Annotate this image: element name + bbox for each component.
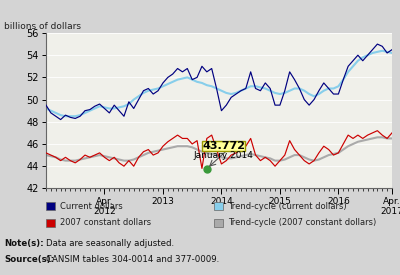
Text: CANSIM tables 304-0014 and 377-0009.: CANSIM tables 304-0014 and 377-0009. bbox=[46, 255, 219, 264]
Text: Note(s):: Note(s): bbox=[4, 239, 44, 248]
Text: 2007 constant dollars: 2007 constant dollars bbox=[60, 218, 151, 227]
Text: Current dollars: Current dollars bbox=[60, 202, 122, 211]
Text: billions of dollars: billions of dollars bbox=[4, 22, 81, 31]
Text: Trend-cycle (current dollars): Trend-cycle (current dollars) bbox=[228, 202, 346, 211]
Text: 43.772: 43.772 bbox=[202, 141, 245, 151]
Text: Data are seasonally adjusted.: Data are seasonally adjusted. bbox=[46, 239, 174, 248]
Text: Source(s):: Source(s): bbox=[4, 255, 54, 264]
Text: January 2014: January 2014 bbox=[194, 152, 254, 160]
Text: Trend-cycle (2007 constant dollars): Trend-cycle (2007 constant dollars) bbox=[228, 218, 376, 227]
